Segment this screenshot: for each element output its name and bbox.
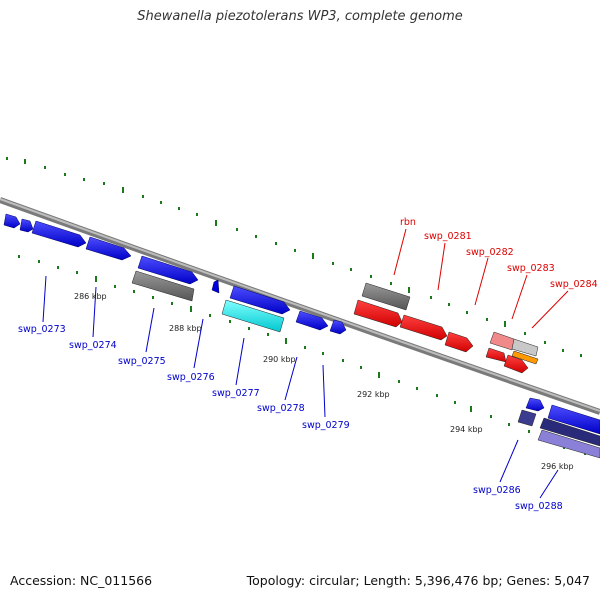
feature-dark-purple-long[interactable] xyxy=(539,417,600,447)
gene-label-swp_0286[interactable]: swp_0286 xyxy=(473,485,521,496)
red-callout-lines xyxy=(393,228,569,329)
gene-label-swp_0273[interactable]: swp_0273 xyxy=(18,324,66,335)
forward-genes xyxy=(3,213,600,435)
outer-dotted-track xyxy=(6,157,582,357)
gene-arrow[interactable] xyxy=(525,397,545,412)
gene-arrow-swp_0284[interactable] xyxy=(485,347,507,363)
kbp-label-292: 292 kbp xyxy=(357,390,390,399)
gene-label-swp_0276[interactable]: swp_0276 xyxy=(167,372,215,383)
gene-label-swp_0279[interactable]: swp_0279 xyxy=(302,420,350,431)
kbp-label-296: 296 kbp xyxy=(541,462,574,471)
gene-label-swp_0284[interactable]: swp_0284 xyxy=(550,279,598,290)
gene-arrow-swp_0275[interactable] xyxy=(137,255,199,285)
gene-label-swp_0283[interactable]: swp_0283 xyxy=(507,263,555,274)
feature-orange[interactable] xyxy=(511,350,539,365)
map-title: Shewanella piezotolerans WP3, complete g… xyxy=(137,9,463,24)
kbp-label-294: 294 kbp xyxy=(450,425,483,434)
red-gene-labels: rbn swp_0281 swp_0282 swp_0283 swp_0284 xyxy=(400,217,598,290)
other-features xyxy=(131,270,600,459)
gene-arrow-swp_0283[interactable] xyxy=(444,331,474,353)
gene-arrow-swp_0282[interactable] xyxy=(399,314,448,341)
kbp-label-286: 286 kbp xyxy=(74,292,107,301)
gene-arrow-swp_0274[interactable] xyxy=(85,236,132,261)
gene-arrow-swp_0279[interactable] xyxy=(329,319,347,335)
kbp-label-290: 290 kbp xyxy=(263,355,296,364)
blue-gene-labels: swp_0273 swp_0274 swp_0275 swp_0276 swp_… xyxy=(18,324,563,512)
feature-gray-rbn[interactable] xyxy=(361,282,411,311)
gene-arrow-swp_0276[interactable] xyxy=(211,279,220,294)
feature-dark-purple[interactable] xyxy=(517,409,537,427)
gene-arrow[interactable] xyxy=(503,354,529,374)
gene-label-swp_0282[interactable]: swp_0282 xyxy=(466,247,514,258)
gene-label-swp_0278[interactable]: swp_0278 xyxy=(257,403,305,414)
gene-label-swp_0274[interactable]: swp_0274 xyxy=(69,340,117,351)
kbp-label-288: 288 kbp xyxy=(169,324,202,333)
accession-text: Accession: NC_011566 xyxy=(10,573,153,588)
gene-label-swp_0275[interactable]: swp_0275 xyxy=(118,356,166,367)
gene-arrow-swp_0277[interactable] xyxy=(229,285,291,315)
feature-pink[interactable] xyxy=(489,331,515,351)
gene-arrow[interactable] xyxy=(3,213,21,229)
gene-arrow-swp_0278[interactable] xyxy=(295,310,329,331)
gene-label-swp_0281[interactable]: swp_0281 xyxy=(424,231,472,242)
gene-arrow[interactable] xyxy=(19,218,34,233)
blue-callout-lines xyxy=(42,275,559,499)
feature-cyan[interactable] xyxy=(221,299,285,333)
feature-lightgray[interactable] xyxy=(511,338,539,357)
gene-arrow-swp_0288[interactable] xyxy=(547,404,600,435)
gene-arrow-swp_0281[interactable] xyxy=(353,299,403,328)
gene-label-swp_0277[interactable]: swp_0277 xyxy=(212,388,260,399)
feature-light-purple[interactable] xyxy=(537,429,600,459)
gene-label-rbn[interactable]: rbn xyxy=(400,217,416,228)
feature-gray[interactable] xyxy=(131,270,195,302)
gene-label-swp_0288[interactable]: swp_0288 xyxy=(515,501,563,512)
genome-stats-text: Topology: circular; Length: 5,396,476 bp… xyxy=(246,573,590,588)
gene-arrow-swp_0273[interactable] xyxy=(31,220,87,248)
